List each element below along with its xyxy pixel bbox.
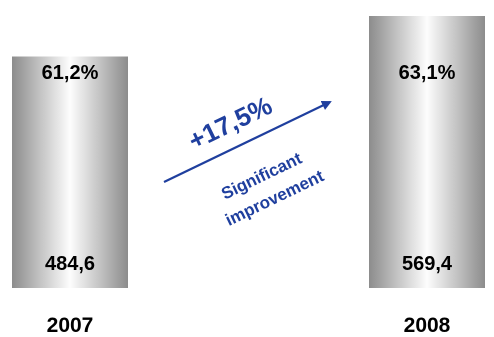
growth-arrow [163, 100, 332, 183]
value-label-2007: 484,6 [45, 253, 95, 275]
top-label-2008: 63,1% [399, 62, 456, 84]
top-label-2007: 61,2% [42, 62, 99, 84]
x-tick-label-2007: 2007 [47, 314, 94, 337]
bar-2007 [12, 56, 128, 288]
value-label-2008: 569,4 [402, 253, 453, 275]
growth-annotation: +17,5% Significant improvement [184, 90, 328, 230]
bar-2008 [369, 16, 485, 288]
x-tick-label-2008: 2008 [404, 314, 451, 337]
growth-percentage: +17,5% [184, 90, 277, 156]
